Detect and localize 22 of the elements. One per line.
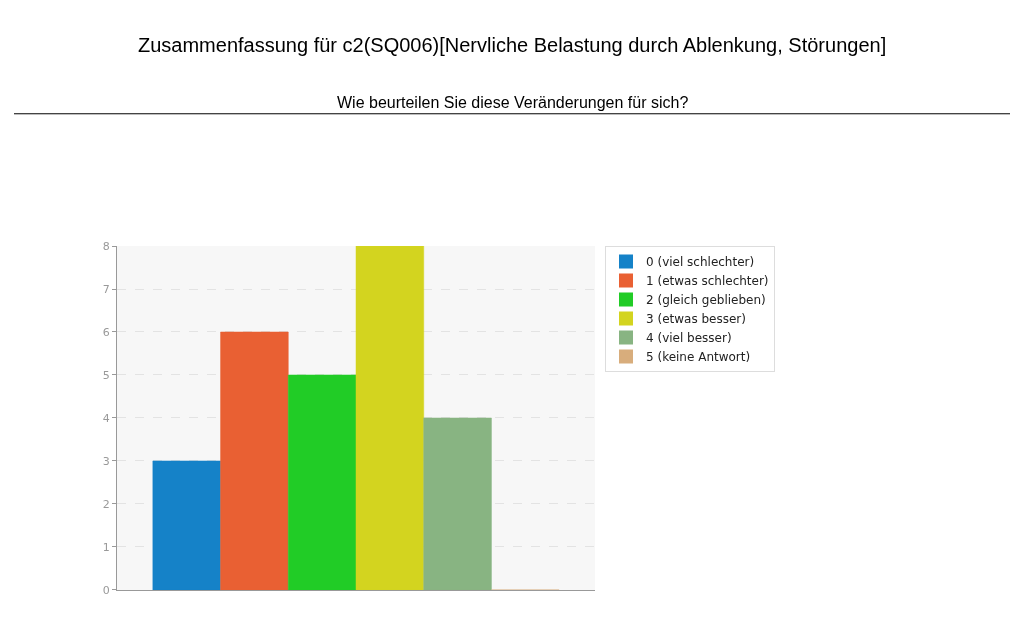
y-tick-label: 2 xyxy=(102,497,110,511)
y-tick-label: 8 xyxy=(102,239,110,253)
y-tick-label: 0 xyxy=(102,583,110,597)
y-tick-label: 1 xyxy=(102,540,110,554)
chart-subtitle: Wie beurteilen Sie diese Veränderungen für sich? xyxy=(337,94,689,111)
y-tick-label: 5 xyxy=(102,368,110,382)
y-tick-label: 7 xyxy=(102,282,110,296)
bar xyxy=(288,374,357,590)
y-tick-label: 6 xyxy=(102,325,110,339)
bar xyxy=(152,460,221,590)
legend-label: 2 (gleich geblieben) xyxy=(646,293,766,308)
y-tick-label: 3 xyxy=(102,454,110,468)
legend-label: 3 (etwas besser) xyxy=(646,312,746,327)
bar xyxy=(220,331,289,590)
chart-title: Zusammenfassung für c2(SQ006)[Nervliche Belastung durch Ablenkung, Störungen] xyxy=(138,34,887,56)
bar xyxy=(423,417,492,590)
bar xyxy=(355,246,424,590)
legend-label: 4 (viel besser) xyxy=(646,331,732,346)
legend-label: 1 (etwas schlechter) xyxy=(646,274,769,289)
legend-label: 5 (keine Antwort) xyxy=(646,350,751,365)
legend-label: 0 (viel schlechter) xyxy=(646,255,755,270)
y-tick-label: 4 xyxy=(102,411,110,425)
